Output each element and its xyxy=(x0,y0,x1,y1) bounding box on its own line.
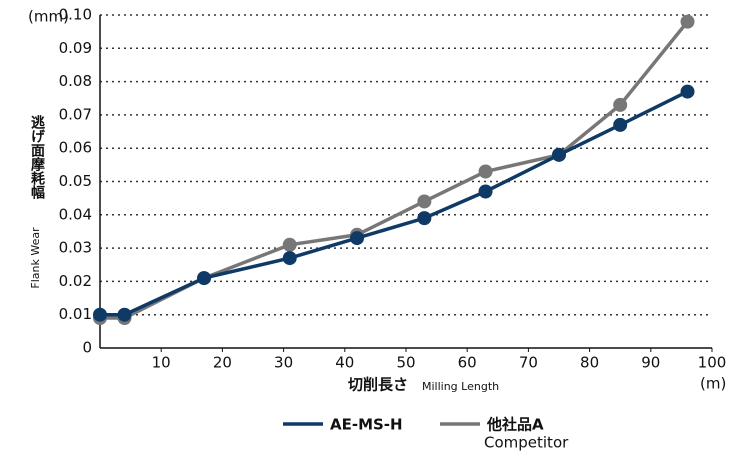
x-tick-label: 80 xyxy=(580,354,599,372)
y-unit: (mm) xyxy=(28,8,69,26)
x-tick-label: 40 xyxy=(335,354,354,372)
y-label: 逃げ面摩耗幅 xyxy=(29,114,45,200)
y-tick-label: 0.06 xyxy=(59,139,92,157)
point xyxy=(197,271,212,286)
point xyxy=(478,164,493,179)
point xyxy=(93,307,107,322)
point xyxy=(350,231,365,246)
point xyxy=(613,117,628,132)
x-label-en: Milling Length xyxy=(422,380,499,393)
y-tick-label: 0.07 xyxy=(59,105,92,123)
x-tick-label: 100 xyxy=(698,354,727,372)
y-tick-label: 0.05 xyxy=(59,172,92,190)
x-tick-label: 30 xyxy=(274,354,293,372)
point xyxy=(417,194,432,209)
y-tick-label: 0.01 xyxy=(59,305,92,323)
legend-label: 他社品A xyxy=(486,416,544,434)
y-tick-label: 0.04 xyxy=(59,205,92,223)
y-tick-label: 0.02 xyxy=(59,272,92,290)
series-line xyxy=(100,90,689,317)
point xyxy=(417,211,432,226)
x-tick-label: 60 xyxy=(458,354,477,372)
point xyxy=(117,307,132,322)
y-tick-label: 0.03 xyxy=(59,239,92,257)
legend-sublabel: Competitor xyxy=(484,434,569,452)
x-label: 切削長さ xyxy=(348,376,408,394)
y-tick-label: 0 xyxy=(82,339,92,357)
x-tick-label: 90 xyxy=(641,354,660,372)
x-tick-label: 50 xyxy=(396,354,415,372)
point xyxy=(613,97,628,112)
x-tick-label: 70 xyxy=(519,354,538,372)
point xyxy=(680,84,695,99)
series-line xyxy=(100,20,689,320)
x-tick-label: 10 xyxy=(152,354,171,372)
legend-label: AE-MS-H xyxy=(330,416,403,434)
y-tick-label: 0.09 xyxy=(59,39,92,57)
x-tick-label: 20 xyxy=(213,354,232,372)
y-tick-label: 0.10 xyxy=(59,6,92,24)
y-label-en: Flank Wear xyxy=(29,227,42,289)
y-tick-label: 0.08 xyxy=(59,72,92,90)
x-unit: (m) xyxy=(700,375,726,393)
point xyxy=(552,147,566,162)
point xyxy=(282,237,297,252)
point xyxy=(478,184,493,199)
point xyxy=(680,14,695,29)
point xyxy=(282,251,297,266)
